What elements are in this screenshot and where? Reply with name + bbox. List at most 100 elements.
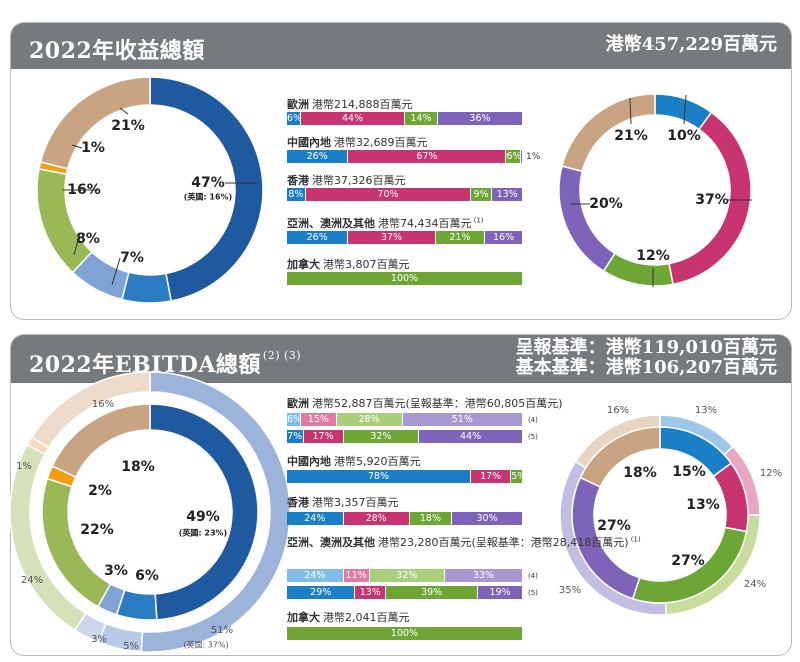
revenue-region-4-name: 加拿大 <box>287 258 320 271</box>
ebitda-region-4-name: 加拿大 <box>287 611 320 624</box>
ebitda-note-asia-5: (5) <box>528 589 538 597</box>
ebitda-region-2-name: 香港 <box>287 496 309 509</box>
ebitda-business-inner-label-0: 15% <box>672 464 706 480</box>
ebitda-bar-canada-seg-2: 100% <box>287 627 523 640</box>
revenue-business-label-3: 20% <box>589 196 623 212</box>
ebitda-business-outer-label-2: 24% <box>744 579 766 590</box>
revenue-bar-1-seg-0: 26% <box>287 150 349 163</box>
ebitda-bar-asia-reported-seg-0: 24% <box>287 569 344 582</box>
ebitda-business-outer-label-0: 13% <box>695 405 717 416</box>
ebitda-region-0: 歐洲 港幣52,887百萬元(呈報基準：港幣60,805百萬元) <box>287 395 563 411</box>
revenue-region-3-note: (1) <box>471 216 484 225</box>
ebitda-bar-asia-underlying-seg-3: 19% <box>478 586 523 599</box>
ebitda-business-inner-label-2: 27% <box>671 553 705 569</box>
revenue-region-2-name: 香港 <box>287 174 309 187</box>
ebitda-region-4: 加拿大 港幣2,041百萬元 <box>287 609 410 625</box>
revenue-biz-leader-0 <box>683 94 687 125</box>
revenue-region-1-value: 港幣32,689百萬元 <box>334 136 428 149</box>
revenue-region-donut-slice-5 <box>39 76 151 170</box>
revenue-region-label-4: 1% <box>81 140 105 156</box>
revenue-bar-outside-label: 1% <box>526 152 541 162</box>
revenue-region-1: 中國內地 港幣32,689百萬元 <box>287 134 428 150</box>
ebitda-region-1: 中國內地 港幣5,920百萬元 <box>287 453 421 469</box>
ebitda-bar-asia-underlying: 29% 13% 39% 19% <box>287 586 523 599</box>
ebitda-region-outer-label-0: 51% <box>211 625 233 636</box>
revenue-bar-0-seg-1: 44% <box>301 112 405 125</box>
ebitda-region-3-name: 亞洲、澳洲及其他 <box>287 536 375 549</box>
ebitda-total-reported: 呈報基準：港幣119,010百萬元 <box>515 337 777 358</box>
ebitda-bar-europe-reported-seg-0: 6% <box>287 413 302 426</box>
ebitda-region-3: 亞洲、澳洲及其他 港幣23,280百萬元(呈報基準：港幣28,418百萬元) (1… <box>287 534 641 550</box>
revenue-panel: 2022年收益總額 港幣457,229百萬元 <box>10 22 792 320</box>
revenue-region-donut-slice-1 <box>120 271 173 304</box>
ebitda-bar-europe-reported: 6% 15% 28% 51% <box>287 413 523 426</box>
ebitda-bar-hk-seg-1: 28% <box>343 512 410 525</box>
revenue-region-3: 亞洲、澳洲及其他 港幣74,434百萬元 (1) <box>287 215 484 231</box>
ebitda-region-inner-label-0: 49% <box>186 509 220 525</box>
ebitda-region-2-value: 港幣3,357百萬元 <box>312 496 399 509</box>
ebitda-region-inner-label-2: 3% <box>104 563 128 579</box>
ebitda-region-inner-label-1: 6% <box>135 568 159 584</box>
ebitda-business-inner-label-1: 13% <box>686 497 720 513</box>
ebitda-bar-asia-underlying-seg-1: 13% <box>355 586 387 599</box>
ebitda-business-outer-label-3: 35% <box>559 585 581 596</box>
revenue-leader-2 <box>73 239 79 256</box>
revenue-region-2-value: 港幣37,326百萬元 <box>312 174 406 187</box>
revenue-bar-0-seg-0: 6% <box>287 112 302 125</box>
revenue-region-4-value: 港幣3,807百萬元 <box>323 258 410 271</box>
ebitda-region-outer-label-4: 1% <box>16 461 32 472</box>
revenue-region-0-value: 港幣214,888百萬元 <box>312 98 413 111</box>
ebitda-bar-europe-reported-seg-1: 15% <box>301 413 337 426</box>
ebitda-bar-europe-underlying-seg-0: 7% <box>287 430 304 443</box>
ebitda-business-outer-label-4: 16% <box>607 405 629 416</box>
revenue-region-2: 香港 港幣37,326百萬元 <box>287 172 406 188</box>
ebitda-bar-hk-seg-0: 24% <box>287 512 344 525</box>
ebitda-bar-canada: 100% <box>287 627 523 640</box>
ebitda-bar-asia-underlying-seg-2: 39% <box>386 586 479 599</box>
revenue-region-0: 歐洲 港幣214,888百萬元 <box>287 96 413 112</box>
revenue-region-label-5: 21% <box>111 118 145 134</box>
ebitda-bar-asia-reported: 24% 11% 32% 33% <box>287 569 523 582</box>
revenue-leader-1 <box>111 257 121 286</box>
ebitda-bar-asia-reported-seg-3: 33% <box>445 569 523 582</box>
ebitda-bar-hk-seg-3: 30% <box>452 512 523 525</box>
revenue-uk-note: (英國: 16%) <box>184 192 232 202</box>
ebitda-header: 2022年EBITDA總額 (2) (3) 呈報基準：港幣119,010百萬元 基… <box>11 335 791 383</box>
revenue-region-label-2: 8% <box>76 231 100 247</box>
revenue-bar-1-seg-1: 67% <box>348 150 507 163</box>
revenue-biz-leader-4 <box>629 97 632 125</box>
ebitda-bar-hk: 24% 28% 18% 30% <box>287 512 523 525</box>
ebitda-region-inner-slice-0 <box>149 403 259 621</box>
revenue-bar-1: 26%67%6%1% <box>287 150 523 163</box>
ebitda-bar-europe-underlying: 7% 17% 32% 44% <box>287 430 523 443</box>
revenue-region-3-name: 亞洲、澳洲及其他 <box>287 217 375 230</box>
revenue-leader-4 <box>71 144 83 149</box>
ebitda-note-europe-5: (5) <box>528 433 538 441</box>
revenue-bar-0-seg-3: 36% <box>438 112 523 125</box>
ebitda-region-0-value: 港幣52,887百萬元(呈報基準：港幣60,805百萬元) <box>312 397 563 410</box>
revenue-bar-1-seg-3: 1% <box>520 150 523 163</box>
ebitda-title-note: (2) (3) <box>262 349 302 362</box>
ebitda-region-1-name: 中國內地 <box>287 455 331 468</box>
revenue-bar-2: 8% 70% 9% 13% <box>287 188 523 201</box>
ebitda-region-inner-label-4: 2% <box>88 483 112 499</box>
revenue-bar-3-seg-0: 26% <box>287 231 349 244</box>
revenue-title: 2022年收益總額 <box>29 38 205 64</box>
ebitda-bar-europe-reported-seg-3: 51% <box>402 413 523 426</box>
ebitda-bar-europe-underlying-seg-3: 44% <box>419 430 523 443</box>
ebitda-region-outer-label-3: 24% <box>21 575 43 586</box>
ebitda-bar-asia-underlying-seg-0: 29% <box>287 586 356 599</box>
revenue-business-donut-slice-4 <box>561 93 656 173</box>
ebitda-bar-asia-reported-seg-1: 11% <box>343 569 370 582</box>
revenue-bar-2-seg-0: 8% <box>287 188 306 201</box>
revenue-bar-2-seg-1: 70% <box>305 188 472 201</box>
revenue-bar-0: 6% 44% 14% 36% <box>287 112 523 125</box>
ebitda-region-3-value: 港幣23,280百萬元(呈報基準：港幣28,418百萬元) <box>378 536 629 549</box>
revenue-leader-5 <box>119 107 129 115</box>
revenue-business-label-0: 10% <box>667 128 701 144</box>
revenue-bar-2-seg-3: 13% <box>492 188 523 201</box>
revenue-bar-2-seg-2: 9% <box>471 188 493 201</box>
ebitda-total-underlying: 基本基準：港幣106,207百萬元 <box>515 357 777 378</box>
ebitda-region-outer-label-1: 5% <box>123 641 139 652</box>
